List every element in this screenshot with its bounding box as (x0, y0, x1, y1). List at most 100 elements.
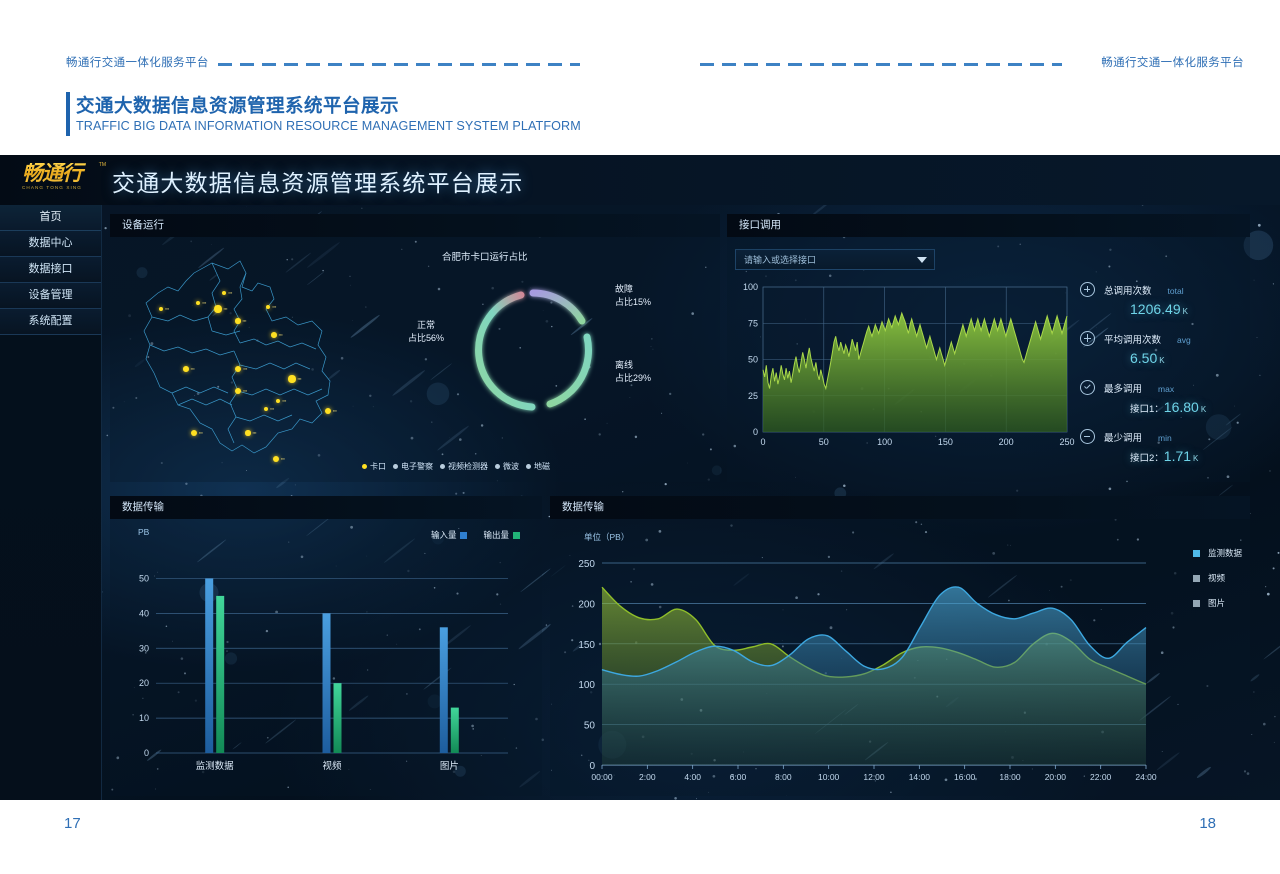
legend-swatch-icon (513, 532, 520, 540)
bar-输出量-图片[interactable] (450, 707, 459, 753)
kpi-value-row: 接口1：16.80 K (1104, 399, 1240, 415)
map-legend: 卡口 电子警察 视频检测器 微波 地磁 (362, 461, 550, 472)
map-point-marker[interactable] (234, 365, 242, 373)
map-point-label: ▪▪▪ (165, 306, 170, 311)
api-call-area-chart[interactable]: 0 25 50 75 100 0 50 100 150 200 250 (735, 279, 1075, 454)
map-point-marker[interactable] (234, 387, 242, 395)
map-point-marker[interactable] (245, 430, 251, 436)
panel-transfer-bar: 数据传输 PB 输入量 输出量 0 10 20 30 40 50 监测数据 视频 图片 (110, 496, 542, 796)
map-legend-item[interactable]: 地磁 (526, 461, 550, 472)
map-point-label: ▪▪▪ (278, 332, 283, 337)
axis-tick-label: 0 (753, 427, 758, 437)
dashboard-header: 畅通行 CHANG TONG XING TM 交通大数据信息资源管理系统平台展示 (0, 155, 1280, 205)
bar-legend-label: 输出量 (483, 530, 509, 540)
map-point-marker[interactable] (275, 398, 281, 404)
map-point-marker[interactable] (191, 430, 197, 436)
sidebar: 首页 数据中心 数据接口 设备管理 系统配置 (0, 205, 102, 800)
map-point-marker[interactable] (221, 290, 227, 296)
map-point-marker[interactable] (325, 408, 331, 414)
bar-输入量-监测数据[interactable] (205, 578, 214, 754)
legend-dot-icon (362, 464, 367, 470)
panel-transfer-area: 数据传输 单位（PB） 监测数据 视频 图片 0 50 100 150 200 250 00:0… (550, 496, 1250, 796)
kpi-value: 16.80 (1163, 399, 1199, 415)
bar-chart-legend: 输入量 输出量 (431, 529, 520, 541)
axis-tick-label: 18:00 (999, 772, 1021, 782)
sidebar-item-0[interactable]: 首页 (0, 205, 101, 231)
check-circle-icon (1080, 380, 1095, 395)
map-point-label: ▪▪▪ (272, 304, 277, 309)
bar-输入量-图片[interactable] (439, 627, 448, 753)
map-point-label: ▪▪▪ (190, 366, 195, 371)
axis-tick-label: 50 (748, 355, 758, 365)
legend-swatch-icon (1192, 600, 1200, 608)
brand-left: 畅通行交通一体化服务平台 (66, 57, 209, 69)
area-legend-item[interactable]: 图片 (1192, 597, 1242, 609)
sidebar-item-1[interactable]: 数据中心 (0, 231, 101, 257)
api-select[interactable]: 请输入或选择接口 (735, 249, 935, 270)
api-kpi-list: 总调用次数 total 1206.49 K 平均调用次数 avg 6.50 K 最多调用 max 接… (1080, 281, 1240, 477)
kpi-value: 1.71 (1163, 448, 1192, 464)
kpi-value-row: 接口2：1.71 K (1104, 448, 1240, 464)
map-point-marker[interactable] (235, 318, 241, 324)
bar-legend-item[interactable]: 输入量 (431, 529, 468, 541)
axis-tick-label: 14:00 (909, 772, 931, 782)
panel-body-transfer-bar: PB 输入量 输出量 0 10 20 30 40 50 监测数据 视频 图片 (110, 519, 542, 796)
map-svg (143, 260, 331, 454)
map-point-marker[interactable] (273, 456, 279, 462)
data-transfer-bar-chart[interactable]: 0 10 20 30 40 50 监测数据 视频 图片 (122, 551, 522, 781)
bar-category-label: 视频 (322, 760, 342, 772)
panel-device-运行: 设备运行 (110, 214, 720, 482)
axis-tick-label: 150 (938, 437, 953, 447)
api-area-line (762, 311, 1068, 391)
average-icon (1080, 331, 1095, 346)
map-point-marker[interactable] (158, 306, 164, 312)
sidebar-item-3[interactable]: 设备管理 (0, 283, 101, 309)
area-chart-legend: 监测数据 视频 图片 (1192, 547, 1242, 622)
axis-tick-label: 16:00 (954, 772, 976, 782)
kpi-sub-label: min (1158, 433, 1172, 443)
axis-tick-label: 50 (819, 437, 829, 447)
map-legend-item[interactable]: 微波 (495, 461, 519, 472)
sidebar-item-2[interactable]: 数据接口 (0, 257, 101, 283)
bar-category-label: 监测数据 (196, 760, 235, 772)
legend-swatch-icon (1192, 575, 1200, 583)
map-legend-item[interactable]: 电子警察 (393, 461, 433, 472)
map-legend-item[interactable]: 卡口 (362, 461, 386, 472)
bar-输入量-视频[interactable] (322, 613, 331, 753)
map-point-marker[interactable] (288, 375, 296, 383)
map-legend-item[interactable]: 视频检测器 (440, 461, 488, 472)
map-point-label: ▪▪▪ (228, 290, 233, 295)
axis-tick-label: 4:00 (684, 772, 701, 782)
map-point-marker[interactable] (195, 300, 201, 306)
axis-tick-label: 25 (748, 391, 758, 401)
hefei-map[interactable]: ▪▪▪ ▪▪▪ ▪▪▪ ▪▪▪ ▪▪▪ ▪▪▪ ▪▪▪ ▪▪▪ ▪▪▪ ▪▪▪ ▪▪▪ ▪▪▪ ▪▪▪ ▪… (116, 247, 416, 467)
map-point-marker[interactable] (265, 304, 271, 310)
map-point-marker[interactable] (214, 305, 222, 313)
map-legend-label: 地磁 (534, 462, 550, 471)
axis-tick-label: 22:00 (1090, 772, 1112, 782)
bar-输出量-视频[interactable] (333, 683, 342, 753)
area-legend-item[interactable]: 视频 (1192, 572, 1242, 584)
kpi-name: 平均调用次数 (1104, 335, 1162, 346)
brand-right: 畅通行交通一体化服务平台 (1101, 57, 1244, 69)
axis-tick-label: 50 (139, 573, 149, 583)
bar-输出量-监测数据[interactable] (216, 595, 225, 753)
legend-swatch-icon (1192, 550, 1200, 558)
map-point-marker[interactable] (263, 406, 269, 412)
donut-chart[interactable] (458, 275, 608, 425)
bar-legend-item[interactable]: 输出量 (483, 529, 520, 541)
area-legend-item[interactable]: 监测数据 (1192, 547, 1242, 559)
axis-tick-label: 200 (578, 599, 595, 610)
sidebar-item-4[interactable]: 系统配置 (0, 309, 101, 335)
axis-tick-label: 75 (748, 318, 758, 328)
axis-tick-label: 10 (139, 713, 149, 723)
minus-circle-icon (1080, 429, 1095, 444)
data-transfer-area-chart[interactable]: 0 50 100 150 200 250 00:00 2:00 4:00 6:00 8:00 10:0… (562, 541, 1182, 791)
map-point-marker[interactable] (183, 366, 189, 372)
axis-tick-label: 250 (1059, 437, 1074, 447)
donut-chart-title: 合肥市卡口运行占比 (442, 252, 528, 263)
map-point-marker[interactable] (271, 332, 277, 338)
kpi-value-row: 6.50 K (1104, 350, 1240, 366)
page-number-left: 17 (64, 815, 81, 832)
